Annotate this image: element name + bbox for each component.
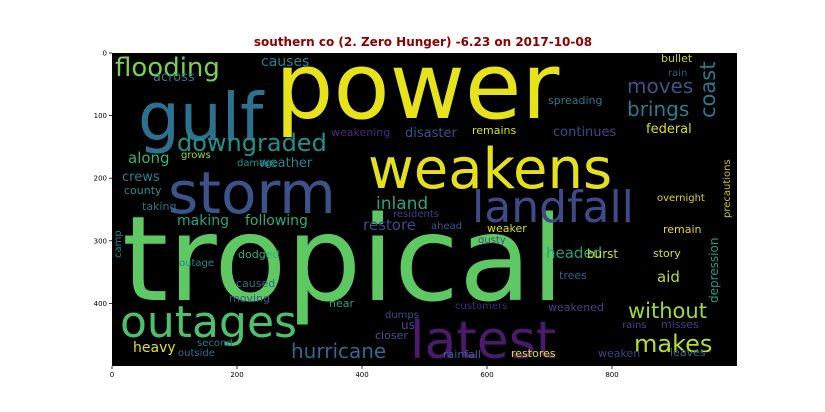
word-rainfall: rainfall xyxy=(443,348,481,361)
word-ahead: ahead xyxy=(431,221,462,232)
word-depression: depression xyxy=(707,238,721,303)
word-gusty: gusty xyxy=(478,235,506,246)
word-story: story xyxy=(653,247,681,260)
x-tick-label: 200 xyxy=(230,371,243,379)
word-county: county xyxy=(124,184,162,197)
word-weakens: weakens xyxy=(368,137,612,202)
x-tick-label: 600 xyxy=(480,371,493,379)
y-tick-label: 400 xyxy=(94,300,107,308)
y-tick-label: 200 xyxy=(94,175,107,183)
word-weakened: weakened xyxy=(548,301,604,314)
word-coast: coast xyxy=(696,62,720,118)
word-spreading: spreading xyxy=(548,94,603,107)
word-following: following xyxy=(245,213,308,229)
word-moving: moving xyxy=(229,292,270,305)
word-rain: rain xyxy=(668,68,687,79)
x-tick-label: 400 xyxy=(355,371,368,379)
word-burst: burst xyxy=(587,247,618,261)
word-moves: moves xyxy=(627,74,693,98)
word-camp: camp xyxy=(113,230,124,258)
word-taking: taking xyxy=(142,200,176,213)
word-across: across xyxy=(153,70,195,85)
x-tick-label: 800 xyxy=(605,371,618,379)
wordcloud-background xyxy=(112,53,737,366)
word-federal: federal xyxy=(646,122,692,137)
word-misses: misses xyxy=(661,318,699,331)
word-rains: rains xyxy=(622,320,647,331)
word-bullet: bullet xyxy=(661,52,693,65)
y-tick-label: 100 xyxy=(94,112,107,120)
word-remains: remains xyxy=(472,124,517,137)
word-second: second xyxy=(197,338,233,349)
word-outage: outage xyxy=(179,258,214,269)
word-gulf: gulf xyxy=(138,79,265,156)
word-weaken: weaken xyxy=(598,347,640,360)
word-overnight: overnight xyxy=(657,193,705,204)
word-weakening: weakening xyxy=(331,126,390,139)
y-tick-label: 0 xyxy=(103,50,107,58)
y-tick-label: 300 xyxy=(94,237,107,245)
word-weather: weather xyxy=(259,156,313,171)
word-weaker: weaker xyxy=(487,222,527,235)
word-precautions: precautions xyxy=(722,159,733,218)
word-continues: continues xyxy=(553,125,617,140)
word-heavy: heavy xyxy=(133,340,176,356)
word-along: along xyxy=(128,149,170,167)
word-remain: remain xyxy=(663,223,702,236)
word-trees: trees xyxy=(559,269,587,282)
word-restore: restore xyxy=(363,216,416,234)
x-tick-label: 0 xyxy=(110,371,114,379)
word-disaster: disaster xyxy=(405,126,457,141)
word-caused: caused xyxy=(236,277,275,290)
word-headed: headed xyxy=(546,244,602,262)
word-latest: latest xyxy=(410,311,556,371)
word-restores: restores xyxy=(511,347,556,360)
word-grows: grows xyxy=(181,150,211,161)
word-closer: closer xyxy=(375,329,408,342)
word-power: power xyxy=(275,33,560,140)
word-making: making xyxy=(177,213,229,229)
word-brings: brings xyxy=(627,97,689,121)
word-damage: damage xyxy=(237,158,278,169)
word-without: without xyxy=(628,299,707,323)
word-residents: residents xyxy=(393,209,439,220)
word-customers: customers xyxy=(455,301,507,312)
word-leaves: leaves xyxy=(670,346,706,359)
word-inland: inland xyxy=(376,194,428,214)
word-makes: makes xyxy=(634,330,712,358)
word-causes: causes xyxy=(261,54,309,70)
word-tropical: tropical xyxy=(122,190,564,328)
word-downgraded: downgraded xyxy=(177,129,327,157)
word-dumps: dumps xyxy=(385,310,419,321)
word-hurricane: hurricane xyxy=(291,339,386,363)
word-landfall: landfall xyxy=(472,182,634,233)
axes: 0 200 400 600 800 0 100 200 300 400 xyxy=(94,50,619,380)
word-crews: crews xyxy=(122,170,160,185)
word-outages: outages xyxy=(120,297,297,348)
word-us: us xyxy=(401,318,415,332)
word-dodged: dodged xyxy=(238,248,279,261)
word-flooding: flooding xyxy=(115,53,220,83)
word-near: near xyxy=(329,297,354,310)
word-aid: aid xyxy=(657,268,680,286)
word-outside: outside xyxy=(178,348,215,359)
word-storm: storm xyxy=(168,159,336,227)
chart-title: southern co (2. Zero Hunger) -6.23 on 20… xyxy=(254,35,592,49)
